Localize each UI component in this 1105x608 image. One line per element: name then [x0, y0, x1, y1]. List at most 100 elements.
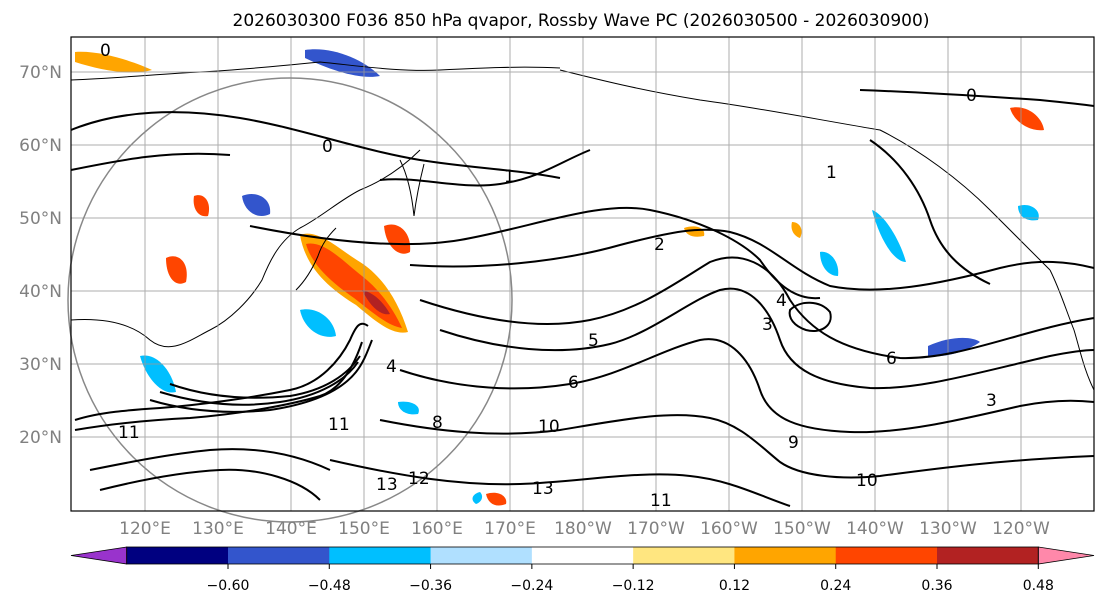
anomaly-positive-kamchatka	[384, 224, 411, 254]
anomaly-negative-alaska-coast	[872, 210, 906, 262]
contour-line-4	[409, 228, 1095, 291]
anomaly-negative-central-pacific	[398, 401, 419, 415]
contour-line-19	[379, 149, 591, 187]
contour-line-3	[249, 206, 821, 300]
anomaly-positive-arctic-west	[75, 51, 152, 73]
lon-label-180w: 180°W	[554, 519, 612, 539]
moisture-anomaly-shading	[75, 49, 1044, 506]
contour-line-9	[329, 459, 791, 507]
colorbar-tick-label: −0.60	[207, 578, 250, 594]
contour-line-18	[859, 89, 1095, 107]
contour-line-6	[439, 287, 1095, 390]
colorbar-tick-label: 0.48	[1023, 578, 1054, 594]
anomaly-negative-bc-coast	[1018, 204, 1039, 221]
colorbar-tick-label: −0.24	[510, 578, 553, 594]
coast-japan	[295, 227, 337, 291]
contour-label: 3	[986, 391, 997, 411]
lat-label-70n: 70°N	[19, 63, 62, 83]
contour-label: 11	[118, 423, 140, 443]
contour-line-7	[399, 338, 1095, 434]
colorbar-boxes	[70, 546, 1095, 565]
contour-line-12	[149, 339, 373, 413]
anomaly-positive-china	[166, 256, 187, 284]
colorbar-tick-label: −0.36	[409, 578, 452, 594]
contour-label: 5	[588, 331, 599, 351]
contour-line-10	[74, 322, 369, 421]
contour-line-2	[70, 152, 231, 171]
lat-label-20n: 20°N	[19, 428, 62, 448]
contour-label: 1	[826, 163, 837, 183]
colorbar-segment	[227, 547, 330, 564]
contour-line-17	[869, 139, 991, 285]
contour-label: 12	[408, 469, 430, 489]
colorbar-tick-label: −0.48	[308, 578, 351, 594]
colorbar-segment	[633, 547, 735, 564]
latitude-labels: 70°N 60°N 50°N 40°N 30°N 20°N	[19, 63, 62, 448]
lon-label-140w: 140°W	[846, 519, 904, 539]
region-circle	[67, 77, 513, 523]
colorbar-tick-label: 0.24	[820, 578, 851, 594]
lon-label-160w: 160°W	[700, 519, 758, 539]
colorbar-ticks: −0.60 −0.48 −0.36 −0.24 −0.12 0.12 0.24 0.36 0.4…	[207, 564, 1054, 594]
colorbar-extend-low	[70, 546, 128, 565]
colorbar-segment	[126, 547, 229, 564]
lon-label-170w: 170°W	[627, 519, 685, 539]
contour-label: 0	[100, 41, 111, 61]
contour-label: 10	[856, 471, 878, 491]
lon-label-150e: 150°E	[338, 519, 390, 539]
contour-line-5	[419, 256, 1095, 360]
contour-labels: 0 0 0 1 1 2 3 3 4 4 5 6 6 8 9 10 10 11 1…	[100, 41, 997, 511]
anomaly-negative-tropics	[472, 492, 483, 504]
anomaly-negative-manchuria	[242, 194, 271, 216]
coastlines	[70, 61, 1095, 391]
lat-label-60n: 60°N	[19, 136, 62, 156]
coast-kamchatka	[399, 159, 425, 217]
contour-label: 1	[504, 167, 515, 187]
contour-line-8	[379, 414, 1095, 479]
colorbar-segment	[835, 547, 938, 564]
lat-label-40n: 40°N	[19, 282, 62, 302]
graticule	[71, 37, 1094, 511]
contour-label: 11	[650, 491, 672, 511]
anomaly-negative-east-pacific	[928, 337, 980, 357]
map-frame	[70, 36, 1095, 512]
anomaly-positive-gulf-of-alaska	[791, 222, 802, 238]
coast-north-america	[1049, 269, 1095, 391]
contour-label: 0	[322, 137, 333, 157]
colorbar-outline	[126, 546, 1039, 565]
lat-label-30n: 30°N	[19, 355, 62, 375]
contour-line-16	[99, 468, 321, 501]
contour-label: 9	[788, 433, 799, 453]
contour-line-20	[788, 301, 832, 332]
contour-label: 4	[776, 291, 787, 311]
contour-label: 0	[966, 86, 977, 106]
contour-label: 6	[886, 349, 897, 369]
contour-line-15	[89, 448, 331, 471]
colorbar: −0.60 −0.48 −0.36 −0.24 −0.12 0.12 0.24 0.36 0.4…	[70, 546, 1095, 594]
coast-siberia	[70, 61, 561, 81]
anomaly-positive-subtropics	[486, 492, 507, 506]
contour-label: 3	[762, 315, 773, 335]
figure-title: 2026030300 F036 850 hPa qvapor, Rossby W…	[233, 11, 930, 31]
contour-label: 13	[376, 475, 398, 495]
map-panel: 0 0 0 1 1 2 3 3 4 4 5 6 6 8 9 10 10 11 1…	[67, 36, 1095, 523]
colorbar-segment	[430, 547, 533, 564]
contour-line-1	[70, 111, 561, 179]
lon-label-130e: 130°E	[192, 519, 244, 539]
contour-label: 6	[568, 373, 579, 393]
coast-alaska	[559, 69, 1051, 271]
colorbar-tick-label: 0.12	[719, 578, 750, 594]
anomaly-negative-gulf-of-alaska	[820, 251, 839, 276]
coast-east-asia	[70, 149, 421, 348]
colorbar-tick-label: 0.36	[921, 578, 952, 594]
qvapor-contours	[70, 89, 1095, 507]
contour-label: 8	[432, 413, 443, 433]
anomaly-negative-japan-south	[300, 309, 336, 337]
contour-line-14	[169, 355, 361, 399]
colorbar-extend-high	[1037, 546, 1095, 565]
anomaly-negative-arctic	[305, 49, 380, 77]
colorbar-tick-label: −0.12	[612, 578, 655, 594]
contour-line-13	[159, 361, 359, 406]
